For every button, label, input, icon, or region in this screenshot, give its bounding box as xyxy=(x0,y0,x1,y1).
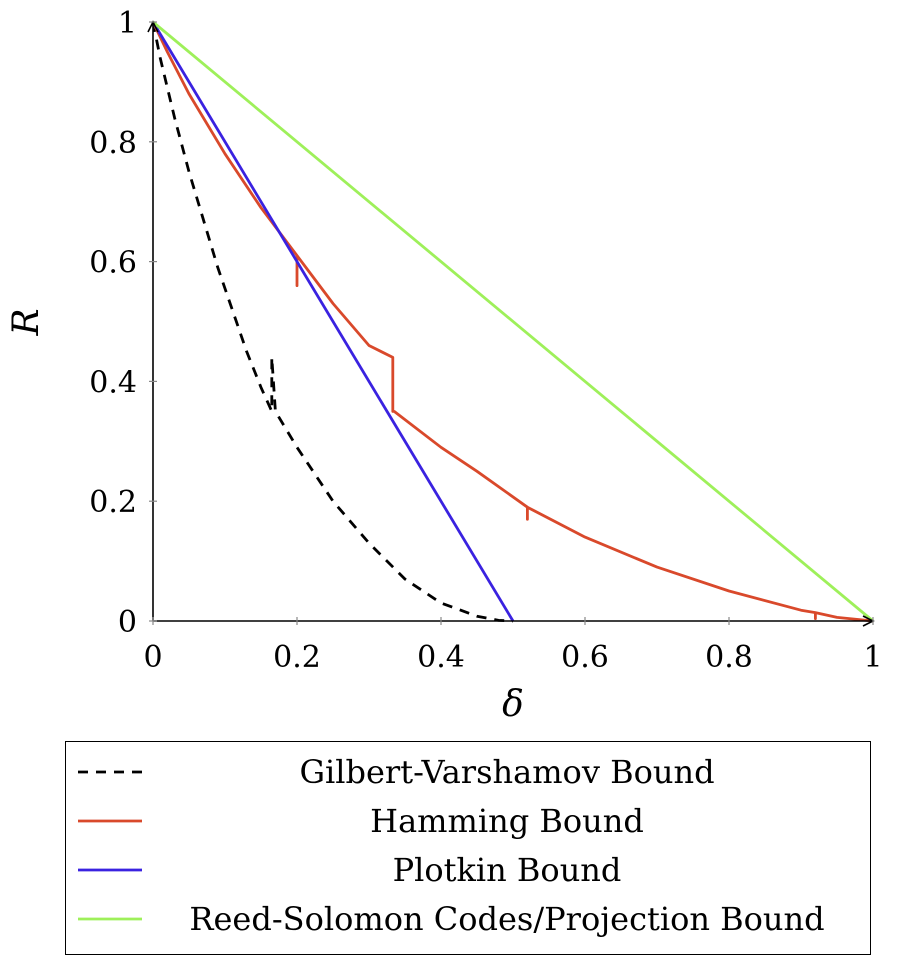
legend-label: Reed-Solomon Codes/Projection Bound xyxy=(189,900,825,938)
legend-swatch xyxy=(78,868,142,872)
chart: 0 0.2 0.4 0.6 0.8 1 0 0.2 0.4 0.6 0.8 1 δ R xyxy=(6,6,883,725)
y-tick-label: 0.8 xyxy=(89,126,137,161)
x-tick-label: 0 xyxy=(143,640,162,675)
series-layer xyxy=(151,20,874,623)
ticks-layer: 0 0.2 0.4 0.6 0.8 1 0 0.2 0.4 0.6 0.8 1 xyxy=(89,6,882,675)
y-tick-label: 1 xyxy=(118,6,137,41)
y-tick-label: 0 xyxy=(118,605,137,640)
x-tick-label: 0.6 xyxy=(561,640,609,675)
legend-item: Plotkin Bound xyxy=(66,846,870,894)
y-tick-label: 0.2 xyxy=(89,485,137,520)
legend: Gilbert-Varshamov Bound Hamming Bound Plot… xyxy=(65,741,871,955)
legend-label: Hamming Bound xyxy=(370,802,644,840)
legend-swatch xyxy=(78,819,142,823)
legend-item: Gilbert-Varshamov Bound xyxy=(66,748,870,796)
legend-label: Plotkin Bound xyxy=(392,851,622,889)
series-line-3 xyxy=(151,21,515,622)
y-axis-label: R xyxy=(6,308,47,336)
x-axis-label: δ xyxy=(502,684,524,725)
legend-item: Reed-Solomon Codes/Projection Bound xyxy=(66,895,870,943)
legend-item: Hamming Bound xyxy=(66,797,870,845)
series-line-4 xyxy=(152,20,874,623)
legend-label: Gilbert-Varshamov Bound xyxy=(299,753,715,791)
x-tick-label: 1 xyxy=(863,640,882,675)
y-tick-label: 0.6 xyxy=(89,246,137,281)
x-tick-label: 0.4 xyxy=(417,640,465,675)
legend-swatch xyxy=(78,770,142,774)
x-tick-label: 0.2 xyxy=(273,640,321,675)
legend-swatch xyxy=(78,917,142,921)
y-tick-label: 0.4 xyxy=(89,365,137,400)
axes-layer xyxy=(147,20,875,627)
x-tick-label: 0.8 xyxy=(705,640,753,675)
